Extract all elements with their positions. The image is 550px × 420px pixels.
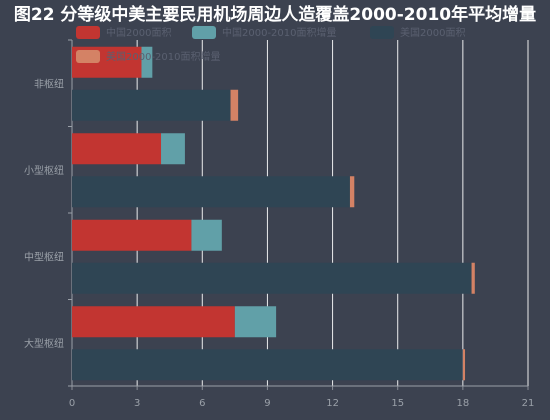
bar-usa-increase <box>471 262 475 294</box>
bar-china-increase <box>191 219 222 251</box>
bar-china-increase <box>234 306 277 338</box>
bar-usa-base <box>72 89 231 121</box>
x-tick-label: 6 <box>199 398 205 409</box>
legend-label: 中国2000面积 <box>106 26 171 39</box>
x-tick-label: 21 <box>522 398 535 409</box>
x-tick-label: 18 <box>456 398 469 409</box>
y-tick-label: 大型枢纽 <box>24 337 64 350</box>
legend-label: 美国2000-2010面积增量 <box>106 50 221 63</box>
bar-usa-increase <box>462 349 466 381</box>
chart-title: 图22 分等级中美主要民用机场周边人造覆盖2000-2010年平均增量 <box>14 4 536 25</box>
legend-swatch <box>76 26 100 39</box>
bar-china-increase <box>161 133 185 165</box>
x-tick-label: 0 <box>69 398 75 409</box>
bar-china-base <box>72 306 235 338</box>
bar-usa-base <box>72 176 350 208</box>
legend-label: 美国2000面积 <box>400 26 465 39</box>
bar-usa-increase <box>349 176 355 208</box>
bar-usa-base <box>72 349 463 381</box>
bar-china-increase <box>141 46 153 78</box>
legend-label: 中国2000-2010面积增量 <box>222 26 337 39</box>
x-tick-label: 9 <box>264 398 270 409</box>
legend-swatch <box>192 26 216 39</box>
x-tick-label: 15 <box>391 398 404 409</box>
y-tick-label: 非枢纽 <box>34 77 64 90</box>
bar-usa-base <box>72 262 472 294</box>
x-tick-label: 12 <box>326 398 339 409</box>
y-tick-label: 中型枢纽 <box>24 250 64 263</box>
bar-usa-increase <box>230 89 239 121</box>
bar-china-base <box>72 219 192 251</box>
x-tick-label: 3 <box>134 398 140 409</box>
bar-china-base <box>72 133 162 165</box>
y-tick-label: 小型枢纽 <box>24 164 64 177</box>
legend-swatch <box>370 26 394 39</box>
legend-swatch <box>76 50 100 63</box>
